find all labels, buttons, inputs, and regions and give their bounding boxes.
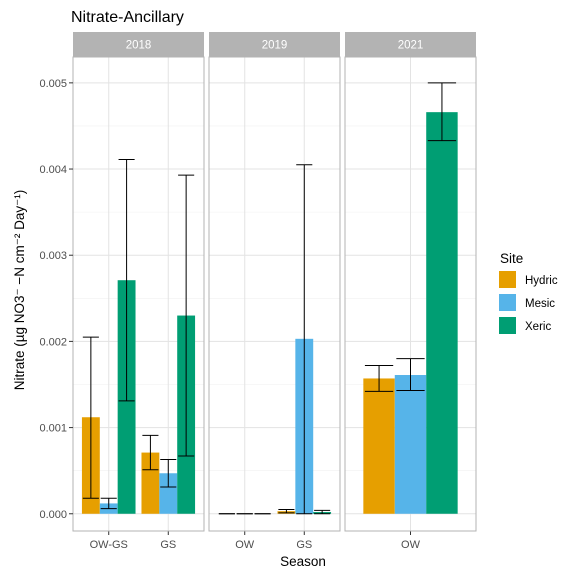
- error-bar-xeric-ow-gs: [118, 159, 135, 402]
- y-tick-label: 0.005: [39, 78, 67, 90]
- error-bar-xeric-gs: [314, 509, 331, 515]
- y-tick-label: 0.002: [39, 336, 67, 348]
- y-tick-label: 0.004: [39, 164, 67, 176]
- legend-label-xeric: Xeric: [525, 321, 551, 333]
- facet-strip-label: 2018: [126, 40, 152, 52]
- error-bar-hydric-gs: [142, 434, 159, 471]
- facet-panel-2021: 2021 OW: [344, 32, 477, 551]
- bar-hydric-ow: [363, 378, 395, 514]
- panel-border: [344, 56, 477, 532]
- error-bar-xeric-gs: [178, 174, 195, 457]
- error-bar-xeric-ow: [427, 82, 457, 142]
- legend-key-mesic: [499, 294, 516, 311]
- y-tick-label: 0.001: [39, 423, 67, 435]
- facet-strip-2021: [345, 32, 476, 57]
- legend-key-xeric: [499, 317, 516, 334]
- y-tick-label: 0.000: [39, 509, 67, 521]
- x-tick-label: GS: [296, 539, 312, 551]
- error-bar-mesic-ow-gs: [100, 497, 117, 510]
- x-tick-label: GS: [160, 539, 176, 551]
- error-bar-mesic-gs: [160, 458, 177, 488]
- error-bar-mesic-ow: [396, 358, 425, 392]
- facet-strip-2019: [209, 32, 340, 57]
- error-bar-hydric-ow-gs: [82, 336, 99, 499]
- y-axis-title: Nitrate (µg NO3⁻ −N cm⁻² Day⁻¹): [12, 190, 27, 391]
- x-tick-label: OW-GS: [90, 539, 128, 551]
- legend-title: Site: [500, 251, 523, 266]
- x-tick-label: OW: [235, 539, 255, 551]
- panel-border: [72, 56, 205, 532]
- facet-strip-label: 2019: [262, 40, 288, 52]
- bar-mesic-gs: [159, 473, 178, 514]
- facet-panels: 2018 OW-GS GS 2019 OW GS 2021 OW: [72, 32, 477, 551]
- legend: Site Hydric Mesic Xeric: [499, 251, 558, 334]
- legend-label-hydric: Hydric: [525, 275, 558, 287]
- y-axis: 0.000 0.001 0.002 0.003 0.004 0.005: [39, 78, 73, 521]
- chart-title: Nitrate-Ancillary: [71, 9, 184, 26]
- bar-mesic-ow: [394, 375, 427, 514]
- error-bar-hydric-ow: [364, 365, 394, 392]
- legend-label-mesic: Mesic: [525, 298, 555, 310]
- panel-background: [209, 57, 340, 531]
- bar-xeric-ow: [426, 112, 458, 514]
- facet-strip-2018: [73, 32, 204, 57]
- facet-panel-2018: 2018 OW-GS GS: [72, 32, 205, 551]
- facet-strip-label: 2021: [398, 40, 424, 52]
- x-axis-title: Season: [280, 554, 326, 569]
- bar-hydric-gs: [141, 452, 160, 514]
- y-axis-title-text: Nitrate (µg NO3⁻ −N cm⁻² Day⁻¹): [12, 190, 27, 391]
- x-tick-label: OW: [401, 539, 421, 551]
- y-tick-label: 0.003: [39, 250, 67, 262]
- panel-border: [208, 56, 341, 532]
- facet-panel-2019: 2019 OW GS: [208, 32, 341, 551]
- error-bar-mesic-gs: [296, 164, 313, 515]
- legend-key-hydric: [499, 271, 516, 288]
- error-bar-hydric-gs: [278, 508, 295, 514]
